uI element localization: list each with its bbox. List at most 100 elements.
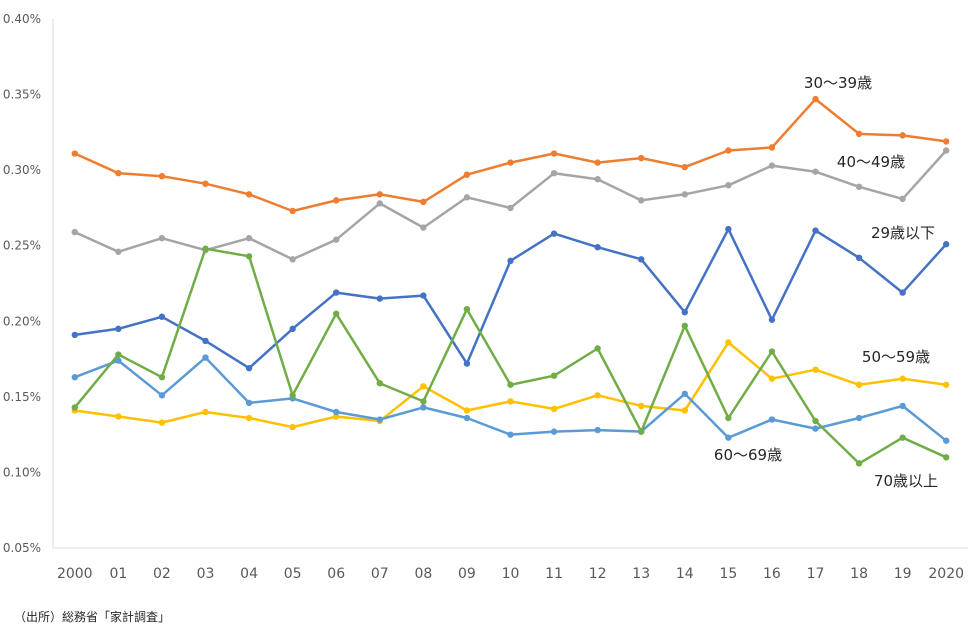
- series-label: 50～59歳: [862, 348, 930, 366]
- y-tick-label: 0.25%: [3, 239, 41, 253]
- data-point: [855, 254, 863, 262]
- y-tick-label: 0.05%: [3, 541, 41, 555]
- data-point: [202, 354, 209, 361]
- x-tick-label: 07: [371, 566, 389, 582]
- data-point: [333, 413, 340, 420]
- data-point: [333, 236, 340, 243]
- data-point: [376, 295, 383, 302]
- data-point: [507, 204, 514, 212]
- data-point: [245, 234, 253, 242]
- data-point: [158, 419, 166, 426]
- data-point: [855, 414, 863, 422]
- data-point: [289, 207, 296, 215]
- data-point: [245, 253, 253, 260]
- x-tick-label: 15: [719, 566, 737, 582]
- data-point: [943, 381, 950, 388]
- data-point: [725, 225, 732, 233]
- data-point: [899, 132, 906, 139]
- data-point: [943, 138, 950, 145]
- x-tick-label: 05: [284, 566, 302, 582]
- data-point: [768, 416, 776, 423]
- data-point: [115, 357, 122, 364]
- data-point: [812, 425, 819, 432]
- x-tick-label: 2000: [57, 566, 93, 582]
- series-group: [71, 95, 950, 215]
- x-tick-label: 18: [850, 566, 868, 582]
- data-point: [333, 289, 340, 296]
- data-point: [681, 322, 688, 330]
- y-tick-label: 0.10%: [3, 465, 41, 479]
- series-lines: [71, 95, 950, 467]
- data-point: [550, 169, 558, 177]
- data-point: [158, 234, 166, 242]
- data-point: [507, 431, 514, 438]
- series-label: 60～69歳: [714, 446, 782, 464]
- data-point: [594, 345, 601, 352]
- data-point: [638, 428, 645, 435]
- data-point: [943, 437, 950, 444]
- data-point: [768, 162, 776, 169]
- x-tick-label: 03: [197, 566, 215, 582]
- data-point: [71, 404, 78, 411]
- data-point: [202, 337, 209, 345]
- data-point: [507, 257, 514, 265]
- data-point: [768, 375, 776, 382]
- data-point: [115, 351, 122, 358]
- data-point: [71, 228, 78, 236]
- data-point: [812, 417, 819, 425]
- data-point: [289, 325, 296, 333]
- data-point: [158, 374, 166, 381]
- data-point: [202, 408, 209, 416]
- x-tick-label: 06: [327, 566, 345, 582]
- data-point: [594, 176, 601, 183]
- data-point: [420, 224, 427, 231]
- x-tick-label: 16: [763, 566, 781, 582]
- series-line: [74, 97, 947, 213]
- data-point: [463, 414, 471, 422]
- data-point: [376, 416, 383, 423]
- data-point: [725, 434, 732, 441]
- series-label: 30～39歳: [804, 74, 872, 92]
- data-point: [899, 375, 906, 382]
- data-point: [376, 380, 383, 387]
- data-point: [289, 256, 296, 263]
- data-point: [943, 147, 950, 154]
- series-group: [71, 245, 950, 467]
- data-point: [594, 244, 601, 251]
- data-point: [420, 383, 427, 390]
- data-point: [71, 374, 78, 381]
- series-labels: 30～39歳 40～49歳 29歳以下 50～59歳 60～69歳 70歳以上: [714, 74, 938, 490]
- data-point: [420, 292, 427, 299]
- data-point: [855, 130, 863, 138]
- x-tick-label: 19: [894, 566, 912, 582]
- x-tick-label: 11: [545, 566, 563, 582]
- data-point: [768, 316, 776, 323]
- y-tick-label: 0.30%: [3, 163, 41, 177]
- data-point: [158, 313, 166, 320]
- data-point: [638, 197, 645, 204]
- data-point: [725, 182, 732, 189]
- data-point: [115, 169, 122, 177]
- data-point: [333, 310, 340, 317]
- data-point: [812, 95, 819, 103]
- data-point: [245, 191, 253, 198]
- data-point: [245, 414, 253, 422]
- data-point: [899, 402, 906, 410]
- data-point: [289, 423, 296, 431]
- x-tick-label: 09: [458, 566, 476, 582]
- data-point: [638, 154, 645, 162]
- data-point: [768, 144, 776, 151]
- data-point: [333, 408, 340, 416]
- y-tick-label: 0.20%: [3, 314, 41, 328]
- data-point: [115, 248, 122, 255]
- data-point: [289, 392, 296, 399]
- data-point: [507, 381, 514, 388]
- series-label: 70歳以上: [874, 472, 938, 490]
- y-tick-label: 0.15%: [3, 390, 41, 404]
- data-point: [507, 398, 514, 405]
- data-point: [943, 454, 950, 461]
- data-point: [899, 195, 906, 203]
- data-point: [550, 372, 558, 379]
- data-point: [943, 241, 950, 248]
- data-point: [158, 172, 166, 180]
